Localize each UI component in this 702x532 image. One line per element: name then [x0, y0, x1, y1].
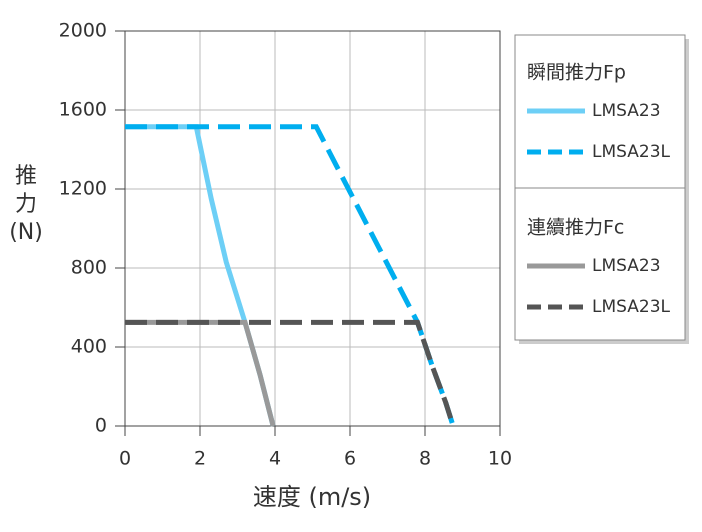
x-tick-label: 4	[269, 448, 281, 470]
series-line	[125, 319, 456, 427]
x-tick-label: 6	[344, 448, 356, 470]
y-tick-label: 0	[95, 415, 107, 437]
y-tick-label: 1600	[59, 99, 107, 121]
x-tick-label: 0	[119, 448, 131, 470]
legend-title: 瞬間推力Fp	[527, 62, 626, 84]
x-axis-label: 速度 (m/s)	[253, 483, 371, 511]
legend-label: LMSA23	[592, 256, 661, 276]
x-tick-label: 10	[488, 448, 512, 470]
series-line	[125, 124, 276, 427]
y-tick-label: 800	[71, 257, 107, 279]
y-axis-label: 推力(N)	[9, 164, 43, 245]
x-tick-label: 2	[194, 448, 206, 470]
legend-label: LMSA23L	[592, 142, 671, 162]
legend-label: LMSA23	[592, 101, 661, 121]
series-line	[125, 319, 276, 427]
x-tick-label: 8	[419, 448, 431, 470]
y-tick-label: 2000	[59, 20, 107, 42]
y-tick-label: 400	[71, 336, 107, 358]
plot-frame	[124, 30, 501, 427]
y-tick-label: 1200	[59, 178, 107, 200]
legend-label: LMSA23L	[592, 297, 671, 317]
series-line	[125, 124, 456, 427]
legend-title: 連續推力Fc	[527, 217, 624, 239]
